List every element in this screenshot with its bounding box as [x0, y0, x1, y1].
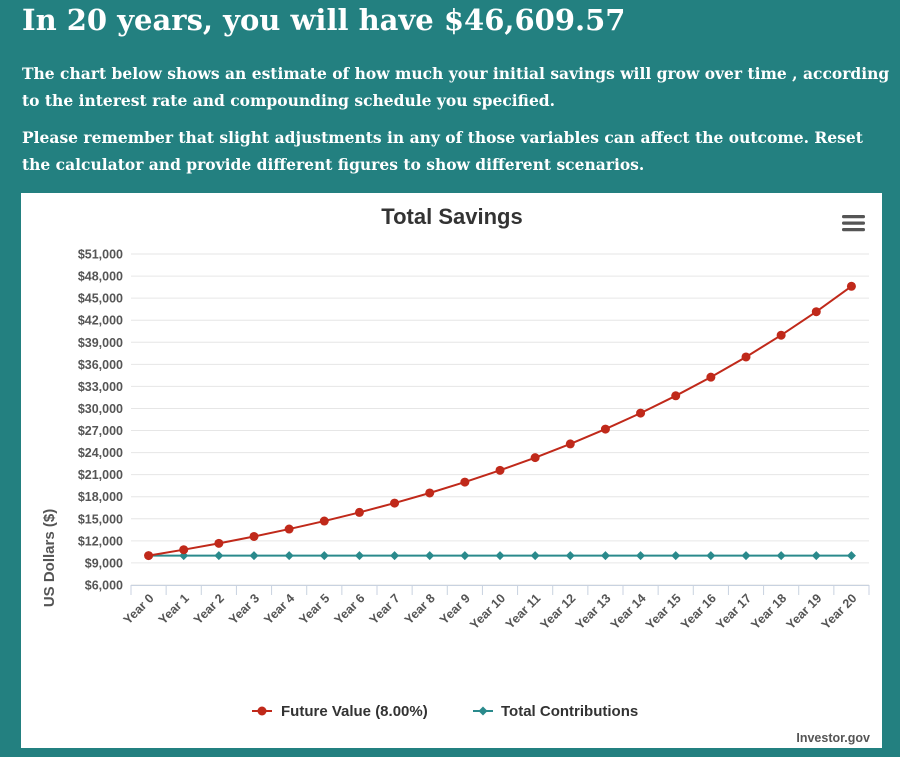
data-point-total-contributions[interactable] [530, 551, 540, 561]
y-tick-label: $30,000 [78, 402, 123, 416]
hamburger-menu-icon[interactable] [841, 213, 867, 235]
x-tick-label: Year 18 [748, 591, 789, 632]
data-point-total-contributions[interactable] [179, 551, 189, 561]
total-savings-chart: $6,000 $9,000 $12,000 $15,000 $18,000 $21,000… [41, 204, 870, 745]
x-tick-label: Year 7 [367, 591, 403, 627]
chart-legend: Future Value (8.00%) Total Contributions [252, 703, 638, 720]
x-tick-label: Year 16 [678, 591, 719, 632]
data-point-total-contributions[interactable] [249, 551, 259, 561]
data-point-total-contributions[interactable] [600, 551, 610, 561]
data-point-future-value[interactable] [390, 498, 400, 508]
x-tick-label: Year 19 [784, 591, 825, 632]
data-point-future-value[interactable] [741, 352, 751, 362]
chart-panel: $6,000 $9,000 $12,000 $15,000 $18,000 $21,000… [21, 193, 882, 748]
x-tick-label: Year 13 [573, 591, 614, 632]
y-tick-label: $15,000 [78, 512, 123, 526]
y-tick-label: $36,000 [78, 358, 123, 372]
data-point-future-value[interactable] [179, 545, 189, 555]
data-point-future-value[interactable] [460, 477, 470, 487]
y-tick-label: $12,000 [78, 534, 123, 548]
data-point-total-contributions[interactable] [776, 551, 786, 561]
data-point-total-contributions[interactable] [636, 551, 646, 561]
x-tick-label: Year 1 [156, 591, 192, 627]
x-tick-label: Year 5 [296, 591, 332, 627]
legend-marker-total-contributions [478, 706, 488, 716]
x-tick-label: Year 2 [191, 591, 227, 627]
reminder-paragraph: Please remember that slight adjustments … [22, 128, 863, 174]
x-tick-label: Year 20 [819, 591, 860, 632]
data-point-future-value[interactable] [354, 507, 364, 517]
data-point-total-contributions[interactable] [390, 551, 400, 561]
legend-label-total-contributions: Total Contributions [501, 703, 638, 720]
x-axis: Year 0 Year 1 Year 2 Year 3 Year 4 Year 5 Year… [121, 585, 870, 632]
data-point-future-value[interactable] [144, 551, 154, 561]
y-tick-label: $27,000 [78, 424, 123, 438]
data-point-future-value[interactable] [636, 408, 646, 418]
legend-item-future-value[interactable]: Future Value (8.00%) [252, 703, 428, 720]
x-tick-label: Year 3 [226, 591, 262, 627]
legend-label-future-value: Future Value (8.00%) [281, 703, 428, 720]
data-point-future-value[interactable] [214, 538, 224, 548]
data-point-total-contributions[interactable] [460, 551, 470, 561]
data-point-future-value[interactable] [495, 465, 505, 475]
y-tick-label: $18,000 [78, 490, 123, 504]
data-point-total-contributions[interactable] [846, 551, 856, 561]
data-point-total-contributions[interactable] [706, 551, 716, 561]
y-tick-label: $6,000 [85, 579, 123, 593]
y-tick-label: $48,000 [78, 270, 123, 284]
data-point-future-value[interactable] [776, 330, 786, 340]
y-tick-label: $42,000 [78, 314, 123, 328]
legend-marker-future-value [257, 706, 267, 716]
x-tick-label: Year 6 [332, 591, 368, 627]
credit-investor-gov[interactable]: Investor.gov [796, 731, 870, 745]
data-point-future-value[interactable] [425, 488, 435, 498]
data-point-future-value[interactable] [530, 453, 540, 463]
y-tick-label: $45,000 [78, 292, 123, 306]
data-point-total-contributions[interactable] [811, 551, 821, 561]
x-tick-label: Year 10 [467, 591, 508, 632]
series-line-future-value [148, 285, 853, 557]
y-tick-label: $33,000 [78, 380, 123, 394]
data-point-total-contributions[interactable] [741, 551, 751, 561]
x-tick-label: Year 17 [713, 591, 754, 632]
x-tick-label: Year 0 [121, 591, 157, 627]
data-point-future-value[interactable] [671, 391, 681, 401]
y-tick-label: $51,000 [78, 248, 123, 262]
data-point-future-value[interactable] [319, 516, 329, 526]
y-axis-label: US Dollars ($) [41, 509, 58, 607]
data-point-total-contributions[interactable] [671, 551, 681, 561]
data-point-total-contributions[interactable] [319, 551, 329, 561]
x-tick-label: Year 15 [643, 591, 684, 632]
chart-title: Total Savings [381, 204, 522, 229]
data-point-total-contributions[interactable] [214, 551, 224, 561]
data-point-future-value[interactable] [811, 307, 821, 317]
x-tick-label: Year 14 [608, 591, 649, 632]
y-tick-label: $9,000 [85, 556, 123, 570]
series-layer [144, 281, 856, 561]
chart-grid [131, 253, 869, 586]
description-paragraph: The chart below shows an estimate of how… [22, 64, 890, 110]
data-point-future-value[interactable] [565, 439, 575, 449]
x-tick-label: Year 11 [503, 591, 543, 631]
headline: In 20 years, you will have $46,609.57 [22, 3, 626, 37]
x-tick-label: Year 4 [261, 591, 297, 627]
data-point-total-contributions[interactable] [284, 551, 294, 561]
y-tick-label: $21,000 [78, 468, 123, 482]
y-tick-label: $24,000 [78, 446, 123, 460]
x-tick-label: Year 8 [402, 591, 438, 627]
data-point-total-contributions[interactable] [425, 551, 435, 561]
data-point-future-value[interactable] [284, 524, 294, 534]
y-tick-label: $39,000 [78, 336, 123, 350]
data-point-total-contributions[interactable] [495, 551, 505, 561]
data-point-future-value[interactable] [600, 424, 610, 434]
data-point-future-value[interactable] [706, 372, 716, 382]
legend-item-total-contributions[interactable]: Total Contributions [473, 703, 638, 720]
data-point-future-value[interactable] [249, 531, 259, 541]
y-axis: $6,000 $9,000 $12,000 $15,000 $18,000 $21,000… [78, 248, 123, 593]
data-point-future-value[interactable] [846, 281, 856, 291]
data-point-total-contributions[interactable] [565, 551, 575, 561]
x-tick-label: Year 12 [538, 591, 579, 632]
data-point-total-contributions[interactable] [354, 551, 364, 561]
